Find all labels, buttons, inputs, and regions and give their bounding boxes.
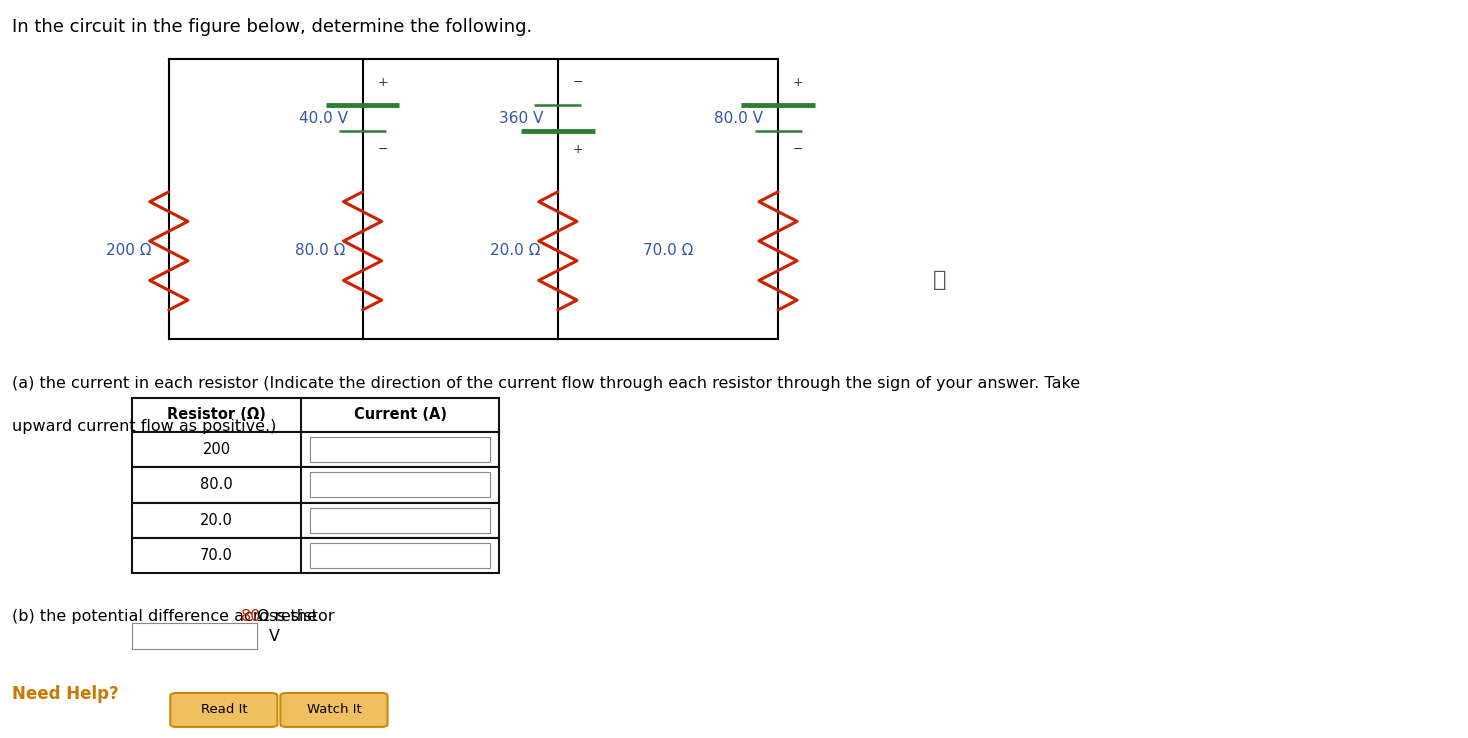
Text: Ω resistor: Ω resistor xyxy=(252,609,335,624)
Text: 80: 80 xyxy=(241,609,261,624)
Bar xyxy=(310,472,490,497)
Text: (b) the potential difference across the: (b) the potential difference across the xyxy=(12,609,321,624)
Text: +: + xyxy=(573,143,583,156)
Text: 20.0 Ω: 20.0 Ω xyxy=(490,244,540,258)
Bar xyxy=(310,437,490,462)
Bar xyxy=(310,543,490,568)
Text: 70.0 Ω: 70.0 Ω xyxy=(643,244,693,258)
Bar xyxy=(132,503,499,538)
Text: Watch It: Watch It xyxy=(307,703,361,717)
Text: 70.0: 70.0 xyxy=(200,548,233,563)
Text: In the circuit in the figure below, determine the following.: In the circuit in the figure below, dete… xyxy=(12,18,531,36)
Text: Need Help?: Need Help? xyxy=(12,685,119,703)
Bar xyxy=(132,538,499,573)
Text: +: + xyxy=(377,76,388,89)
Bar xyxy=(132,432,499,467)
Bar xyxy=(310,508,490,533)
Text: 80.0 V: 80.0 V xyxy=(715,111,763,125)
Text: 80.0 Ω: 80.0 Ω xyxy=(295,244,345,258)
Text: 200: 200 xyxy=(203,442,230,457)
Text: Current (A): Current (A) xyxy=(354,407,446,422)
Text: 40.0 V: 40.0 V xyxy=(299,111,348,125)
Text: V: V xyxy=(269,629,279,644)
Text: 20.0: 20.0 xyxy=(200,513,233,528)
Text: upward current flow as positive.): upward current flow as positive.) xyxy=(12,419,276,434)
Text: Resistor (Ω): Resistor (Ω) xyxy=(167,407,266,422)
Text: Read It: Read It xyxy=(201,703,247,717)
Text: −: − xyxy=(377,143,388,156)
Text: 360 V: 360 V xyxy=(499,111,543,125)
Text: −: − xyxy=(573,76,583,89)
Bar xyxy=(132,398,499,432)
Text: +: + xyxy=(793,76,803,89)
Text: −: − xyxy=(793,143,803,156)
FancyBboxPatch shape xyxy=(280,693,388,727)
Text: 80.0: 80.0 xyxy=(200,477,233,492)
Bar xyxy=(132,467,499,503)
Text: ⓘ: ⓘ xyxy=(932,270,947,291)
Bar xyxy=(132,623,257,649)
Text: (a) the current in each resistor (Indicate the direction of the current flow thr: (a) the current in each resistor (Indica… xyxy=(12,376,1080,391)
FancyBboxPatch shape xyxy=(170,693,277,727)
Text: 200 Ω: 200 Ω xyxy=(106,244,151,258)
